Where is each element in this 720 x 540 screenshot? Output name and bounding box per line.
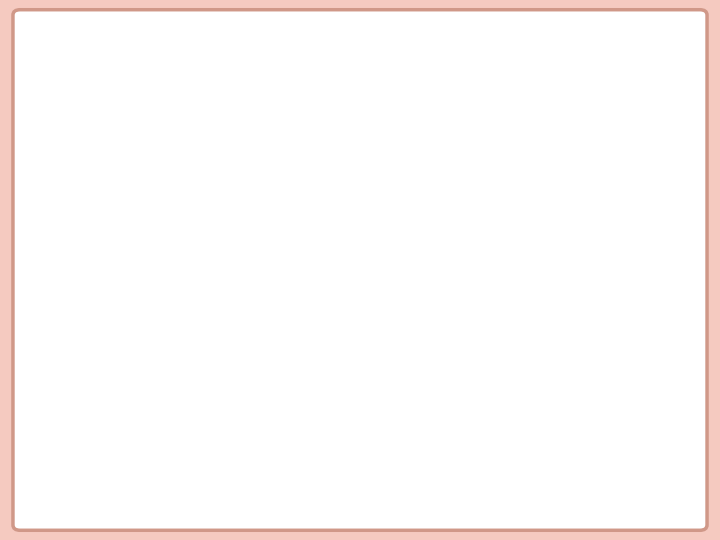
Text: C: C: [603, 369, 610, 379]
Text: Existen  esqueletos  de  cadena  cerrada  homogénea  no: Existen esqueletos de cadena cerrada hom…: [28, 15, 580, 32]
Text: C: C: [176, 370, 184, 380]
Text: C: C: [566, 282, 574, 292]
Text: C: C: [141, 400, 149, 410]
Text: (g): (g): [88, 267, 109, 280]
Text: C: C: [107, 370, 114, 380]
Text: C: C: [351, 280, 359, 290]
Text: agradables.    También    existen    compuestos    cíclicos: agradables. También existen compuestos c…: [28, 159, 591, 177]
Text: relacionados  con  el  benceno  los  cuales  presentan  olores: relacionados con el benceno los cuales p…: [28, 123, 631, 140]
Text: —: —: [658, 244, 670, 256]
Text: C: C: [566, 398, 574, 408]
Text: el  (h)  el  cual  es  un  compuesto  aromático  que  están: el (h) el cual es un compuesto aromático…: [28, 87, 593, 105]
Text: homogéneos no saturados arborescentes ( i ).: homogéneos no saturados arborescentes ( …: [28, 195, 485, 213]
Text: C: C: [530, 311, 537, 321]
Text: C: C: [176, 310, 184, 320]
Text: ( h ): ( h ): [296, 267, 325, 280]
Text: C: C: [603, 311, 610, 321]
Text: C: C: [317, 370, 324, 380]
Text: C: C: [530, 369, 537, 379]
Text: C: C: [386, 370, 393, 380]
Circle shape: [654, 474, 706, 526]
Text: ( i ): ( i ): [496, 267, 521, 280]
Text: C: C: [386, 310, 393, 320]
Text: C: C: [642, 247, 650, 257]
Text: C: C: [141, 280, 149, 290]
Text: C: C: [351, 400, 359, 410]
Text: saturados, y pueden ser sencillos como el ejemplo (g) o como: saturados, y pueden ser sencillos como e…: [28, 51, 639, 68]
Text: C: C: [107, 310, 114, 320]
Text: C: C: [604, 252, 612, 262]
Text: C: C: [317, 310, 324, 320]
